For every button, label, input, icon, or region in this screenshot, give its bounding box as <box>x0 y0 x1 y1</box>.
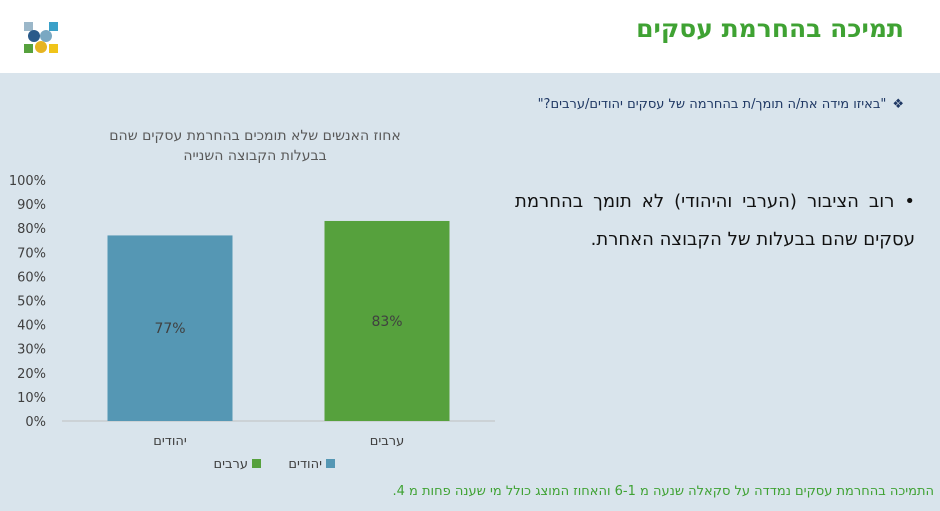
bar-chart: אחוז האנשים שלא תומכים בהחרמת עסקים שהם … <box>9 128 495 472</box>
footnote: התמיכה בהחרמת עסקים נמדדה על סקאלה שנעה … <box>392 484 934 499</box>
y-tick-label: 70% <box>17 246 46 261</box>
y-tick-label: 10% <box>17 391 46 406</box>
bullet-marker: • <box>904 191 915 212</box>
y-tick-label: 0% <box>25 415 46 430</box>
y-tick-label: 90% <box>17 198 46 213</box>
x-tick-label: ערבים <box>370 434 405 449</box>
bars-group: 77% 83% <box>107 220 450 421</box>
chart-title-line2: בבעלות הקבוצה השנייה <box>183 148 326 164</box>
bar <box>107 235 233 421</box>
legend-swatch <box>326 459 335 468</box>
legend-label: ערבים <box>213 457 248 472</box>
bar-data-label: 77% <box>154 321 185 337</box>
bar <box>324 220 450 421</box>
y-tick-label: 60% <box>17 270 46 285</box>
chart-title-line1: אחוז האנשים שלא תומכים בהחרמת עסקים שהם <box>109 128 400 144</box>
x-tick-label: יהודים <box>153 434 187 449</box>
page-title: תמיכה בהחרמת עסקים <box>636 14 904 43</box>
key-finding: •רוב הציבור (הערבי והיהודי) לא תומך בהחר… <box>515 183 915 259</box>
y-tick-label: 50% <box>17 295 46 310</box>
survey-question-text: "באיזו מידה את/ה תומך/ת בהחרמה של עסקים … <box>537 97 887 112</box>
y-tick-label: 20% <box>17 367 46 382</box>
survey-question: ❖ "באיזו מידה את/ה תומך/ת בהחרמה של עסקים… <box>538 97 904 112</box>
key-finding-text: רוב הציבור (הערבי והיהודי) לא תומך בהחרמ… <box>515 191 915 250</box>
y-tick-label: 80% <box>17 222 46 237</box>
y-tick-label: 100% <box>9 174 46 189</box>
x-axis-labels: יהודים ערבים <box>153 434 404 449</box>
diamond-bullet-icon: ❖ <box>892 97 904 112</box>
chart-legend: יהודים ערבים <box>213 457 335 472</box>
y-tick-label: 40% <box>17 319 46 334</box>
y-axis: 0% 10% 20% 30% 40% 50% 60% 70% 80% 90% 100% <box>9 174 46 430</box>
header: תמיכה בהחרמת עסקים <box>0 0 940 73</box>
y-tick-label: 30% <box>17 343 46 358</box>
bar-data-label: 83% <box>371 314 402 330</box>
logo-icon <box>24 22 58 53</box>
legend-label: יהודים <box>288 457 322 472</box>
legend-swatch <box>252 459 261 468</box>
